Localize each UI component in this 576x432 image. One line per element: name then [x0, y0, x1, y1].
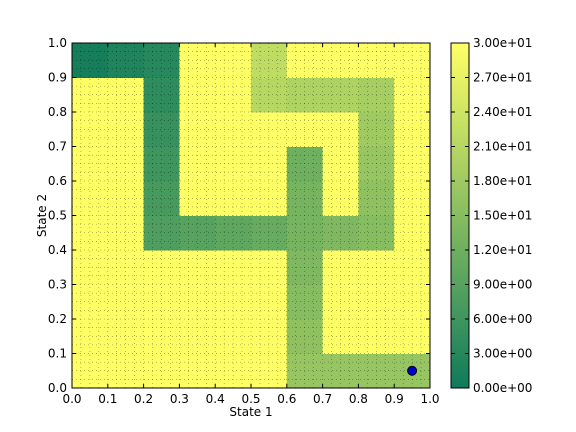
y-axis-label: State 2	[35, 194, 49, 237]
x-tick-label: 0.3	[170, 392, 189, 406]
y-tick-label: 0.9	[48, 71, 67, 85]
y-tick-label: 0.2	[48, 312, 67, 326]
y-tick-label: 1.0	[48, 36, 67, 50]
y-tick-label: 0.1	[48, 347, 67, 361]
heatmap-cell	[108, 216, 144, 251]
heatmap-cell	[108, 354, 144, 389]
colorbar-tick-label: 2.10e+01	[473, 140, 532, 154]
heatmap-cell	[144, 216, 180, 251]
y-tick-label: 0.3	[48, 278, 67, 292]
heatmap-cell	[72, 285, 108, 320]
y-tick-label: 0.0	[48, 381, 67, 395]
heatmap-cell	[108, 43, 144, 78]
y-tick-label: 0.6	[48, 174, 67, 188]
colorbar-tick-label: 2.40e+01	[473, 105, 532, 119]
y-tick-label: 0.7	[48, 140, 67, 154]
x-tick-label: 0.2	[134, 392, 153, 406]
heatmap-cell	[144, 181, 180, 216]
x-tick-label: 0.4	[206, 392, 225, 406]
position-marker-layer	[408, 366, 417, 375]
colorbar-tick-label: 3.00e+01	[473, 36, 532, 50]
colorbar-tick-label: 1.20e+01	[473, 243, 532, 257]
heatmap-cell	[144, 319, 180, 354]
heatmap-cell	[108, 112, 144, 147]
x-tick-label: 0.6	[277, 392, 296, 406]
heatmap-cell	[108, 250, 144, 285]
x-tick-label: 0.1	[98, 392, 117, 406]
x-tick-label: 0.5	[241, 392, 260, 406]
heatmap-cell	[72, 216, 108, 251]
x-axis-label: State 1	[229, 405, 272, 419]
heatmap-cell	[108, 285, 144, 320]
heatmap-cell	[108, 78, 144, 113]
heatmap-cell	[144, 43, 180, 78]
colorbar-tick-label: 2.70e+01	[473, 71, 532, 85]
colorbar-tick-label: 6.00e+00	[473, 312, 532, 326]
y-tick-label: 0.4	[48, 243, 67, 257]
heatmap-cell	[108, 319, 144, 354]
heatmap-cell	[72, 319, 108, 354]
colorbar-tick-label: 0.00e+00	[473, 381, 532, 395]
colorbar-tick-label: 1.80e+01	[473, 174, 532, 188]
heatmap-cell	[108, 181, 144, 216]
x-tick-label: 0.8	[349, 392, 368, 406]
heatmap-cell	[72, 181, 108, 216]
x-tick-label: 1.0	[420, 392, 439, 406]
heatmap-cell	[108, 147, 144, 182]
heatmap-cell	[72, 43, 108, 78]
colorbar-tick-label: 9.00e+00	[473, 278, 532, 292]
position-marker	[408, 366, 417, 375]
heatmap-cell	[144, 285, 180, 320]
colorbar-tick-label: 3.00e+00	[473, 347, 532, 361]
heatmap-cell	[144, 112, 180, 147]
x-tick-label: 0.9	[385, 392, 404, 406]
y-tick-label: 0.8	[48, 105, 67, 119]
x-tick-label: 0.7	[313, 392, 332, 406]
colorbar-tick-label: 1.50e+01	[473, 209, 532, 223]
y-tick-label: 0.5	[48, 209, 67, 223]
heatmap-cell	[72, 112, 108, 147]
